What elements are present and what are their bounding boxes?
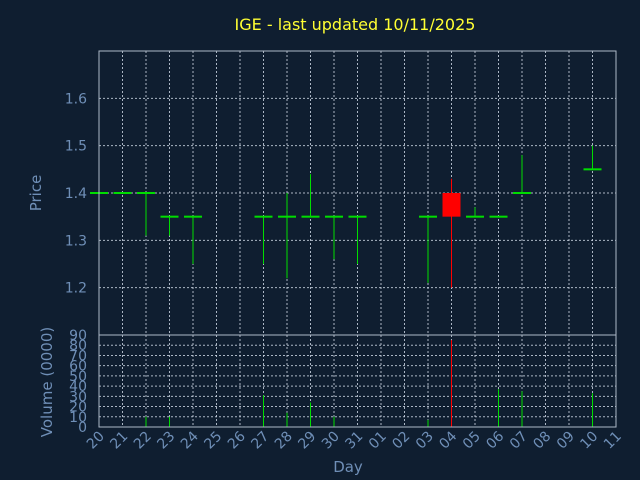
candle-29 bbox=[301, 174, 320, 218]
candle-body bbox=[278, 215, 296, 218]
volume-y-tick-label: 0 bbox=[78, 420, 87, 436]
candle-body bbox=[583, 168, 602, 171]
candle-body bbox=[442, 193, 461, 217]
volume-panel-frame bbox=[98, 334, 617, 428]
candle-28 bbox=[278, 193, 296, 279]
volume-y-tick-label: 90 bbox=[69, 328, 87, 344]
candle-body bbox=[348, 215, 367, 218]
candle-23 bbox=[160, 215, 179, 236]
candle-body bbox=[137, 192, 155, 194]
candle-06 bbox=[489, 215, 508, 218]
volume-y-tick-label: 30 bbox=[69, 389, 87, 405]
candle-10 bbox=[583, 145, 602, 171]
candle-body bbox=[325, 215, 343, 218]
candle-body bbox=[160, 215, 179, 218]
price-candles bbox=[90, 145, 602, 288]
volume-y-tick-label: 40 bbox=[69, 379, 87, 395]
volume-y-tick-label: 10 bbox=[69, 410, 87, 426]
volume-y-tick-label: 20 bbox=[69, 400, 87, 416]
candle-body bbox=[254, 215, 273, 218]
candle-31 bbox=[348, 215, 367, 264]
volume-bars bbox=[145, 340, 593, 427]
candle-body bbox=[489, 215, 508, 218]
price-y-tick-label: 1.4 bbox=[65, 186, 87, 202]
x-ticks: 20 21 22 23 24 25 26 27 28 29 30 31 01 02 03 04 05 06 07 08… bbox=[84, 428, 625, 452]
candle-24 bbox=[184, 215, 202, 264]
price-y-ticks: 1.2 1.3 1.4 1.5 1.6 bbox=[65, 91, 87, 296]
price-y-tick-label: 1.5 bbox=[65, 139, 87, 155]
candle-body bbox=[301, 215, 320, 218]
candle-body bbox=[113, 192, 132, 194]
volume-y-tick-label: 50 bbox=[69, 369, 87, 385]
volume-axis-label: Volume (0000) bbox=[38, 327, 56, 437]
candle-body bbox=[184, 215, 202, 218]
candle-07 bbox=[513, 155, 531, 194]
price-y-tick-label: 1.3 bbox=[65, 233, 87, 249]
candle-22 bbox=[137, 192, 155, 236]
candle-body bbox=[513, 192, 531, 194]
candle-05 bbox=[466, 207, 484, 218]
candle-body bbox=[466, 215, 484, 218]
price-y-tick-label: 1.2 bbox=[65, 281, 87, 297]
price-axis-label: Price bbox=[27, 175, 45, 212]
chart-title: IGE - last updated 10/11/2025 bbox=[235, 15, 476, 34]
price-y-tick-label: 1.6 bbox=[65, 91, 87, 107]
candle-30 bbox=[325, 215, 343, 260]
candle-21 bbox=[113, 192, 132, 194]
x-axis-label: Day bbox=[333, 458, 363, 476]
volume-y-tick-label: 60 bbox=[69, 359, 87, 375]
volume-y-tick-label: 80 bbox=[69, 338, 87, 354]
candle-04 bbox=[442, 178, 461, 288]
candle-body bbox=[419, 215, 437, 218]
candle-03 bbox=[419, 215, 437, 283]
candle-27 bbox=[254, 215, 273, 264]
volume-y-tick-label: 70 bbox=[69, 348, 87, 364]
